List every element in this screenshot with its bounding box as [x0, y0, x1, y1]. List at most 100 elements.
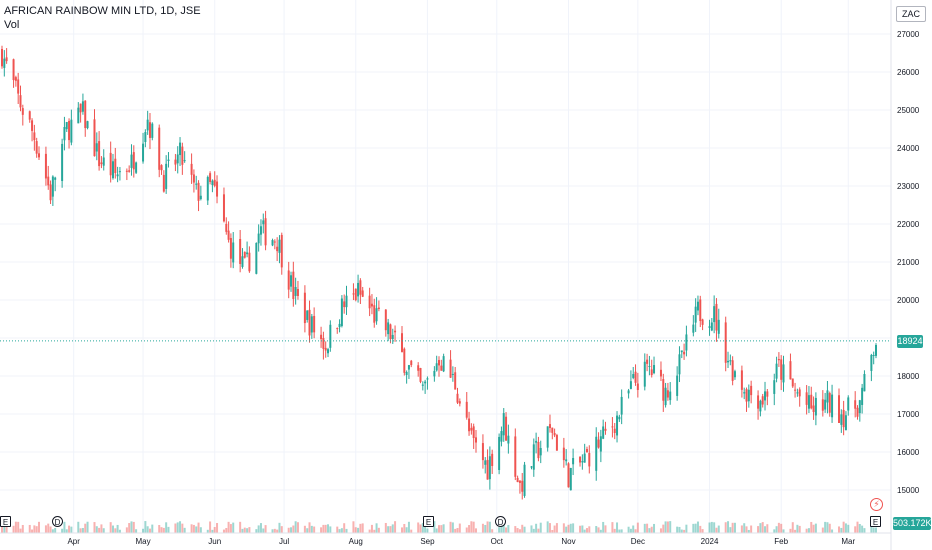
candle-body	[37, 153, 40, 158]
volume-bar	[810, 521, 813, 533]
volume-bar	[125, 527, 128, 533]
volume-bar	[715, 527, 718, 533]
candle-body	[5, 57, 8, 62]
candle-body	[648, 366, 651, 368]
earnings-marker[interactable]: E	[423, 516, 434, 527]
volume-bar	[775, 526, 778, 533]
candle-body	[426, 378, 429, 380]
volume-bar	[426, 528, 429, 533]
volume-bar	[206, 529, 209, 533]
volume-bar	[627, 526, 630, 533]
volume-bar	[324, 524, 327, 533]
volume-bar	[95, 526, 98, 533]
candle-body	[442, 356, 445, 372]
candle-body	[701, 319, 704, 325]
candle-body	[581, 461, 584, 463]
candle-body	[530, 466, 533, 468]
volume-bar	[863, 528, 866, 533]
volume-bar	[618, 529, 621, 533]
candle-body	[659, 369, 662, 377]
candle-body	[21, 108, 24, 115]
volume-bar	[694, 523, 697, 533]
time-axis: Apr May Jun Jul Aug Sep Oct Nov Dec 2024 Feb Mar	[67, 537, 855, 546]
volume-bar	[435, 528, 438, 533]
volume-bar	[262, 528, 265, 533]
y-tick-label: 26000	[897, 68, 920, 77]
volume-bar	[821, 527, 824, 533]
volume-bar	[861, 525, 864, 533]
volume-bar	[530, 525, 533, 533]
lightning-icon[interactable]: ⚡	[870, 498, 883, 511]
volume-bar	[79, 528, 82, 533]
volume-bar	[629, 528, 632, 533]
candle-body	[680, 350, 683, 353]
volume-bar	[51, 529, 54, 533]
volume-bar	[500, 522, 503, 533]
volume-bar	[1, 523, 3, 533]
candle-body	[63, 127, 66, 141]
candle-body	[216, 181, 219, 197]
candle-body	[401, 333, 404, 352]
candle-body	[280, 234, 283, 268]
volume-bar	[708, 522, 711, 533]
volume-bar	[733, 522, 736, 533]
volume-bar	[68, 525, 71, 533]
candle-body	[54, 177, 57, 180]
dividend-marker[interactable]: D	[495, 516, 506, 527]
candle-body	[562, 447, 565, 461]
volume-bar	[197, 522, 200, 533]
volume-bar	[599, 529, 602, 533]
candle-body	[794, 389, 797, 391]
candle-body	[757, 395, 760, 409]
candle-body	[854, 400, 857, 409]
candle-body	[303, 292, 306, 324]
volume-bar	[838, 526, 841, 533]
volume-bar	[766, 524, 769, 533]
candle-body	[95, 143, 98, 152]
volume-bar	[419, 524, 422, 533]
candle-body	[33, 132, 36, 141]
candle-body	[500, 431, 503, 442]
volume-bar	[216, 523, 219, 533]
volume-bar	[523, 526, 526, 533]
volume-bar	[502, 524, 505, 533]
candle-body	[68, 120, 71, 141]
candle-body	[505, 416, 508, 441]
candle-body	[484, 460, 487, 465]
volume-bar	[160, 527, 163, 533]
volume-bar	[273, 528, 276, 533]
dividend-marker[interactable]: D	[52, 516, 63, 527]
candle-body	[199, 195, 202, 200]
volume-bar	[19, 528, 22, 533]
volume-bar	[37, 521, 40, 533]
volume-bar	[875, 527, 877, 533]
candle-body	[507, 435, 510, 444]
earnings-marker[interactable]: E	[0, 516, 11, 527]
currency-button[interactable]: ZAC	[896, 6, 926, 22]
candle-body	[296, 289, 299, 296]
volume-bar	[777, 522, 780, 533]
last-volume-label: 503.172K	[893, 517, 932, 530]
volume-bar	[421, 523, 424, 533]
volume-bar	[111, 525, 114, 533]
candle-body	[391, 334, 394, 340]
volume-bar	[308, 522, 311, 533]
x-tick-label: Feb	[774, 537, 788, 546]
candle-body	[662, 379, 665, 401]
candle-body	[151, 123, 154, 138]
volume-bar	[114, 528, 117, 533]
volume-bar	[227, 521, 230, 533]
candle-body	[313, 315, 316, 333]
candle-body	[1, 49, 3, 67]
earnings-marker[interactable]: E	[870, 516, 881, 527]
volume-bar	[680, 529, 683, 533]
volume-bar	[280, 526, 283, 533]
volume-bar	[796, 524, 799, 533]
volume-bar	[199, 527, 202, 533]
candle-body	[100, 162, 103, 165]
candle-body	[403, 348, 406, 373]
candle-body	[521, 480, 524, 492]
volume-bar	[521, 524, 524, 533]
volume-bar	[717, 525, 720, 533]
